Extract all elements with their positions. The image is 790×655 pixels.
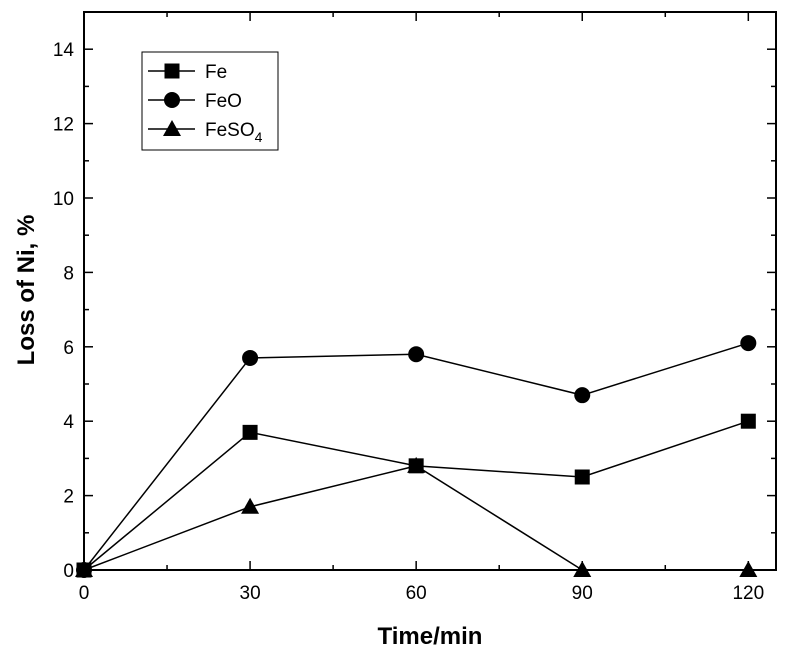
y-tick-label: 0 xyxy=(63,561,74,582)
y-axis-title: Loss of Ni, % xyxy=(13,215,40,366)
y-tick-label: 2 xyxy=(63,487,74,508)
square-marker xyxy=(740,413,756,429)
legend-triangle-marker xyxy=(163,120,181,136)
plot-area xyxy=(83,11,777,571)
y-axis-ticks: 0 2 4 6 8 10 12 14 xyxy=(53,11,776,582)
legend-label: FeSO4 xyxy=(205,120,263,145)
x-tick-label: 0 xyxy=(79,583,90,604)
legend-square-marker xyxy=(164,63,180,79)
triangle-marker xyxy=(241,497,260,514)
circle-marker xyxy=(408,346,425,363)
triangle-marker xyxy=(75,561,93,577)
y-tick-label: 6 xyxy=(63,338,74,359)
series-fe xyxy=(76,413,756,578)
legend: Fe FeO FeSO4 xyxy=(141,51,279,151)
y-tick-label: 10 xyxy=(53,189,74,210)
series-feso4 xyxy=(75,456,758,577)
square-marker xyxy=(242,424,258,440)
x-axis-ticks: 0 30 60 90 120 xyxy=(79,12,764,604)
x-tick-label: 90 xyxy=(572,583,593,604)
legend-label: Fe xyxy=(205,62,227,83)
x-tick-label: 30 xyxy=(240,583,261,604)
y-tick-label: 4 xyxy=(63,412,74,433)
triangle-marker xyxy=(573,561,592,577)
series-feo xyxy=(76,335,757,578)
x-axis-title: Time/min xyxy=(378,623,483,650)
circle-marker xyxy=(740,335,757,352)
series-layer xyxy=(75,335,758,578)
plot-frame xyxy=(83,11,777,571)
x-tick-label: 60 xyxy=(406,583,427,604)
triangle-marker xyxy=(739,561,758,577)
circle-marker xyxy=(242,349,259,366)
legend-label: FeO xyxy=(205,91,242,112)
legend-circle-marker xyxy=(164,92,180,108)
x-tick-label: 120 xyxy=(732,583,764,604)
series-line xyxy=(83,465,749,571)
square-marker xyxy=(574,469,590,485)
y-tick-label: 12 xyxy=(53,115,74,136)
circle-marker xyxy=(574,387,591,404)
y-tick-label: 8 xyxy=(63,263,74,284)
triangle-marker xyxy=(407,456,426,473)
series-line xyxy=(83,342,749,571)
y-tick-label: 14 xyxy=(53,40,75,61)
